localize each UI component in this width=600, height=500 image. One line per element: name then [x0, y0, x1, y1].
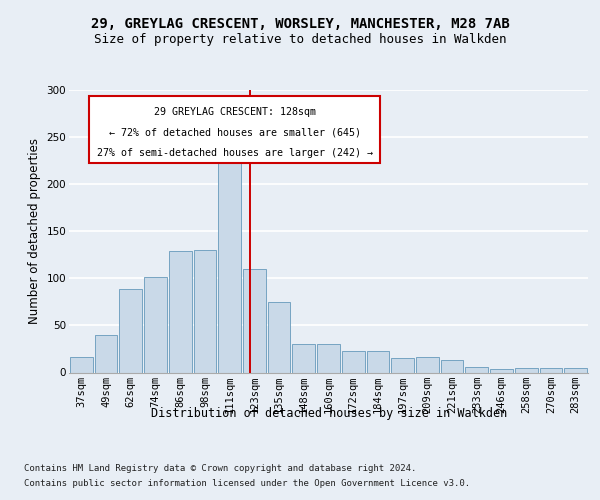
Bar [292, 344, 315, 372]
Bar [564, 368, 587, 372]
Bar [539, 368, 562, 372]
Text: Contains HM Land Registry data © Crown copyright and database right 2024.: Contains HM Land Registry data © Crown c… [24, 464, 416, 473]
Bar [441, 360, 463, 372]
Bar [70, 358, 93, 372]
Bar [144, 278, 167, 372]
Bar [416, 358, 439, 372]
Bar [218, 148, 241, 372]
Text: 29 GREYLAG CRESCENT: 128sqm: 29 GREYLAG CRESCENT: 128sqm [154, 107, 316, 117]
Bar [490, 368, 513, 372]
Text: Size of property relative to detached houses in Walkden: Size of property relative to detached ho… [94, 32, 506, 46]
Bar [169, 251, 191, 372]
Bar [119, 288, 142, 372]
Bar [268, 302, 290, 372]
Text: 27% of semi-detached houses are larger (242) →: 27% of semi-detached houses are larger (… [97, 148, 373, 158]
Text: Contains public sector information licensed under the Open Government Licence v3: Contains public sector information licen… [24, 479, 470, 488]
Bar [317, 344, 340, 372]
FancyBboxPatch shape [89, 96, 380, 164]
Bar [391, 358, 414, 372]
Bar [194, 250, 216, 372]
Bar [95, 335, 118, 372]
Text: ← 72% of detached houses are smaller (645): ← 72% of detached houses are smaller (64… [109, 128, 361, 138]
Text: Distribution of detached houses by size in Walkden: Distribution of detached houses by size … [151, 408, 507, 420]
Y-axis label: Number of detached properties: Number of detached properties [28, 138, 41, 324]
Bar [515, 368, 538, 372]
Text: 29, GREYLAG CRESCENT, WORSLEY, MANCHESTER, M28 7AB: 29, GREYLAG CRESCENT, WORSLEY, MANCHESTE… [91, 18, 509, 32]
Bar [466, 367, 488, 372]
Bar [243, 269, 266, 372]
Bar [367, 351, 389, 372]
Bar [342, 351, 365, 372]
